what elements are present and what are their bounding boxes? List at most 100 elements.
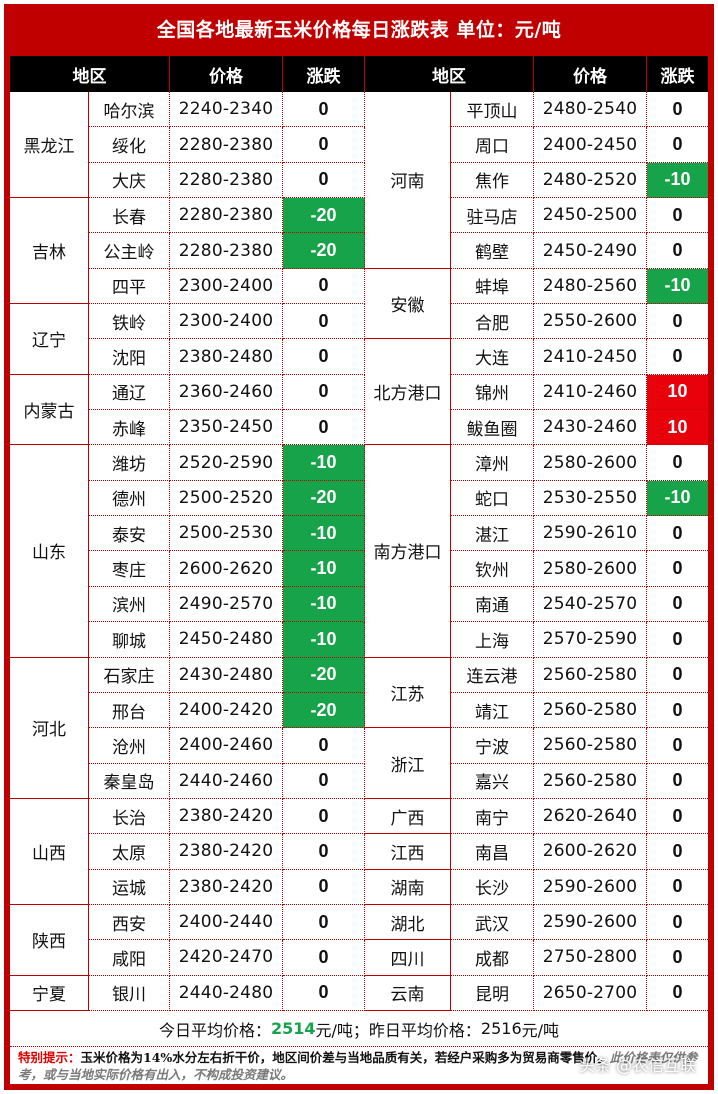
city-cell: 长治 bbox=[89, 798, 170, 835]
change-cell: 0 bbox=[647, 304, 708, 340]
city-cell: 滨州 bbox=[89, 586, 170, 623]
city-cell: 武汉 bbox=[451, 904, 534, 941]
change-cell: 0 bbox=[283, 940, 365, 976]
price-cell: 2380-2420 bbox=[170, 869, 283, 905]
price-cell: 2480-2560 bbox=[534, 268, 647, 305]
change-cell: -10 bbox=[283, 516, 365, 552]
city-cell: 潍坊 bbox=[89, 445, 170, 481]
city-cell: 鲅鱼圈 bbox=[451, 410, 534, 446]
change-cell: 0 bbox=[283, 798, 365, 835]
price-cell: 2480-2540 bbox=[534, 92, 647, 128]
city-cell: 鹤壁 bbox=[451, 233, 534, 269]
price-cell: 2580-2600 bbox=[534, 445, 647, 481]
city-cell: 石家庄 bbox=[89, 657, 170, 693]
note-text-disclaimer: 此价格表仅供参考，或与当地实际价格有出入，不构成投资建议。 bbox=[18, 1050, 698, 1082]
change-cell: -20 bbox=[283, 480, 365, 517]
yesterday-average-unit: 元/吨 bbox=[521, 1020, 560, 1040]
price-cell: 2380-2420 bbox=[170, 798, 283, 835]
change-cell: 0 bbox=[283, 339, 365, 375]
header-change-left: 涨跌 bbox=[283, 56, 365, 92]
city-cell: 德州 bbox=[89, 480, 170, 517]
city-cell: 嘉兴 bbox=[451, 763, 534, 799]
city-cell: 钦州 bbox=[451, 551, 534, 587]
change-cell: -10 bbox=[647, 268, 708, 305]
price-cell: 2400-2450 bbox=[534, 127, 647, 163]
price-cell: 2600-2620 bbox=[170, 551, 283, 587]
city-cell: 西安 bbox=[89, 904, 170, 941]
city-cell: 驻马店 bbox=[451, 198, 534, 234]
price-cell: 2440-2460 bbox=[170, 763, 283, 799]
region-cell: 北方港口 bbox=[365, 339, 451, 446]
price-cell: 2350-2450 bbox=[170, 410, 283, 446]
change-cell: -10 bbox=[283, 622, 365, 658]
price-cell: 2420-2470 bbox=[170, 940, 283, 976]
city-cell: 邢台 bbox=[89, 692, 170, 729]
change-cell: 0 bbox=[283, 869, 365, 905]
price-cell: 2490-2570 bbox=[170, 586, 283, 623]
change-cell: 0 bbox=[283, 728, 365, 764]
average-price-line: 今日平均价格： 2514 元/吨； 昨日平均价格： 2516 元/吨 bbox=[10, 1011, 708, 1047]
price-cell: 2560-2580 bbox=[534, 657, 647, 693]
change-cell: -20 bbox=[283, 233, 365, 269]
region-cell: 山西 bbox=[10, 798, 89, 905]
change-cell: 0 bbox=[647, 339, 708, 375]
city-cell: 南通 bbox=[451, 586, 534, 623]
price-cell: 2430-2460 bbox=[534, 410, 647, 446]
region-cell: 湖北 bbox=[365, 904, 451, 941]
change-cell: 10 bbox=[647, 374, 708, 411]
change-cell: -20 bbox=[283, 198, 365, 234]
price-cell: 2500-2530 bbox=[170, 516, 283, 552]
change-cell: 0 bbox=[647, 693, 708, 729]
yesterday-average-label: 昨日平均价格： bbox=[368, 1020, 481, 1040]
change-cell: 0 bbox=[283, 162, 365, 199]
change-cell: 0 bbox=[647, 905, 708, 941]
city-cell: 蚌埠 bbox=[451, 268, 534, 305]
change-cell: 0 bbox=[283, 374, 365, 411]
price-cell: 2520-2590 bbox=[170, 445, 283, 481]
city-cell: 沧州 bbox=[89, 728, 170, 764]
price-cell: 2280-2380 bbox=[170, 162, 283, 199]
price-cell: 2280-2380 bbox=[170, 233, 283, 269]
change-cell: 0 bbox=[647, 870, 708, 905]
city-cell: 通辽 bbox=[89, 374, 170, 411]
price-cell: 2440-2480 bbox=[170, 975, 283, 1011]
city-cell: 聊城 bbox=[89, 622, 170, 658]
note-label: 特别提示： bbox=[18, 1050, 81, 1065]
change-cell: 0 bbox=[647, 92, 708, 128]
city-cell: 宁波 bbox=[451, 728, 534, 764]
price-cell: 2590-2600 bbox=[534, 869, 647, 905]
change-cell: 0 bbox=[647, 516, 708, 552]
change-cell: -20 bbox=[283, 657, 365, 693]
change-cell: 0 bbox=[647, 658, 708, 693]
change-cell: 0 bbox=[647, 976, 708, 1011]
change-cell: 0 bbox=[283, 127, 365, 163]
change-cell: 0 bbox=[647, 728, 708, 764]
header-region-left: 地区 bbox=[10, 56, 170, 92]
change-cell: -10 bbox=[283, 586, 365, 623]
city-cell: 哈尔滨 bbox=[89, 92, 170, 128]
header-region-right: 地区 bbox=[365, 56, 534, 92]
today-average-label: 今日平均价格： bbox=[158, 1020, 271, 1040]
change-cell: 0 bbox=[283, 268, 365, 305]
watermark: 头条 @农信互联 bbox=[578, 1056, 696, 1075]
city-cell: 合肥 bbox=[451, 304, 534, 340]
price-cell: 2600-2620 bbox=[534, 834, 647, 870]
region-cell: 南方港口 bbox=[365, 445, 451, 658]
note-text-main: 玉米价格为14%水分左右折干价，地区间价差与当地品质有关，若经户采购多为贸易商零… bbox=[80, 1050, 610, 1065]
change-cell: 0 bbox=[647, 834, 708, 870]
price-cell: 2560-2580 bbox=[534, 763, 647, 799]
change-cell: 0 bbox=[647, 198, 708, 234]
region-cell: 河南 bbox=[365, 92, 451, 269]
change-cell: 0 bbox=[283, 410, 365, 446]
header-price-right: 价格 bbox=[534, 56, 647, 92]
region-cell: 河北 bbox=[10, 657, 89, 799]
price-cell: 2280-2380 bbox=[170, 127, 283, 163]
region-cell: 江西 bbox=[365, 834, 451, 870]
city-cell: 南昌 bbox=[451, 834, 534, 870]
page-title: 全国各地最新玉米价格每日涨跌表 单位：元/吨 bbox=[156, 19, 562, 41]
region-cell: 江苏 bbox=[365, 657, 451, 729]
change-cell: 0 bbox=[283, 92, 365, 128]
change-cell: 0 bbox=[283, 304, 365, 340]
change-cell: 0 bbox=[647, 587, 708, 623]
price-cell: 2500-2520 bbox=[170, 480, 283, 517]
